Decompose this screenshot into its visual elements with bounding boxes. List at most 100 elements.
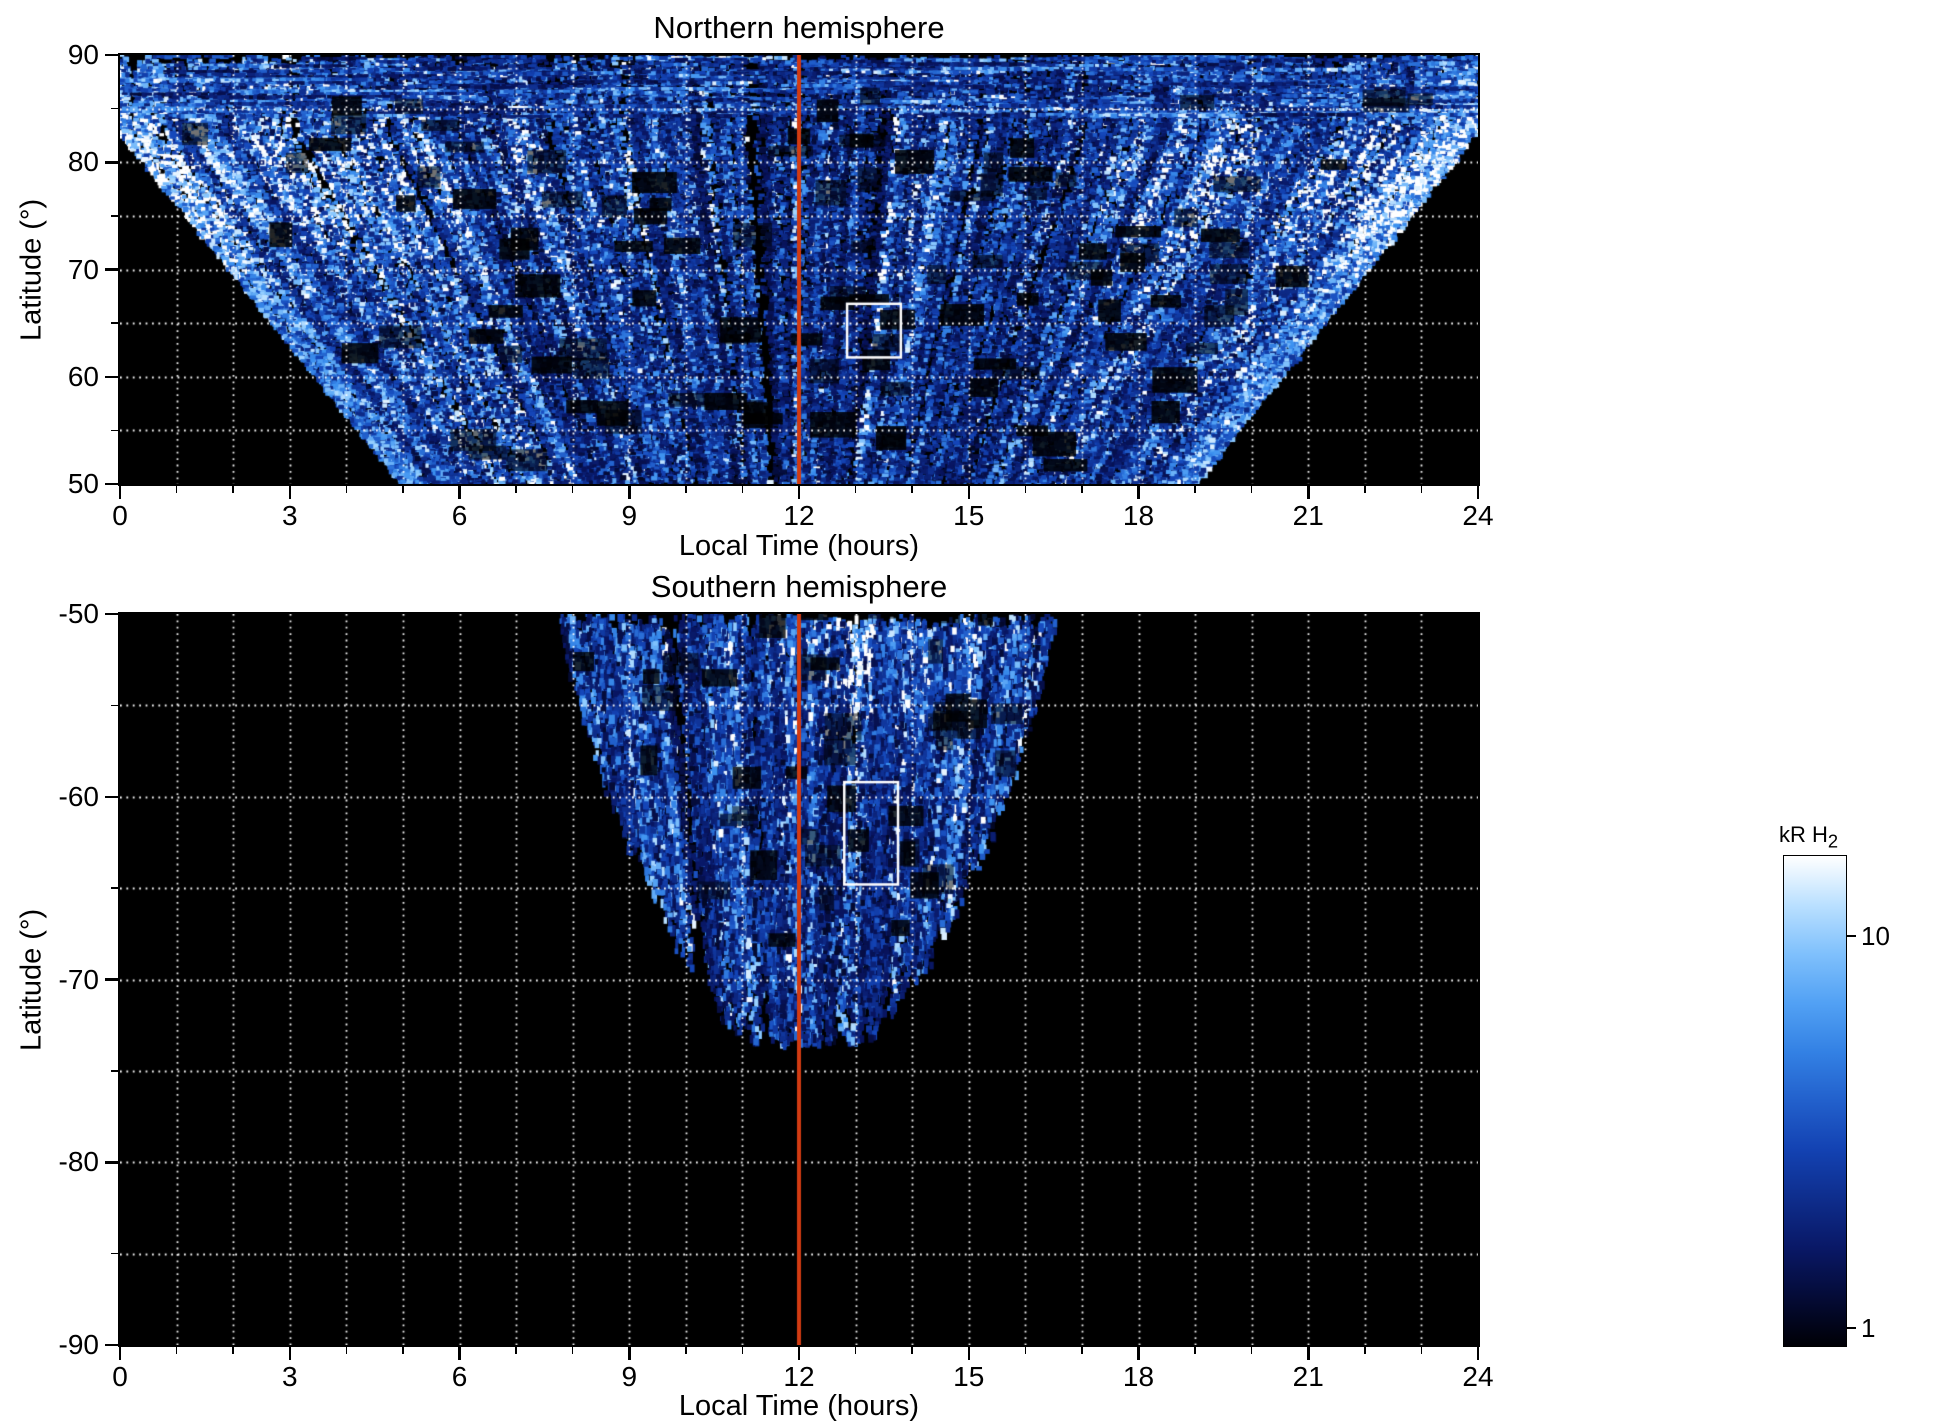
x-minor-tick [571, 1347, 574, 1354]
x-tick-label: 21 [1292, 1361, 1324, 1392]
x-major-tick [1137, 1347, 1140, 1360]
x-minor-tick [1250, 486, 1253, 493]
colorbar-tick-label: 10 [1861, 921, 1890, 952]
x-tick-label: 9 [621, 1361, 638, 1392]
x-minor-tick [175, 486, 178, 493]
colorbar-title: kR H2 [1779, 824, 1838, 851]
north-panel-title: Northern hemisphere [653, 10, 945, 45]
y-tick-label: -50 [58, 598, 99, 629]
y-major-tick [105, 375, 118, 378]
x-tick-label: 3 [281, 500, 298, 531]
x-minor-tick [1081, 486, 1083, 493]
x-minor-tick [854, 486, 857, 493]
x-minor-tick [515, 486, 517, 493]
x-major-tick [628, 486, 631, 499]
x-minor-tick [741, 486, 744, 493]
x-tick-label: 24 [1462, 500, 1494, 531]
x-tick-label: 18 [1122, 1361, 1155, 1392]
x-major-tick [288, 1347, 291, 1360]
x-major-tick [458, 486, 461, 499]
y-minor-tick [111, 887, 118, 889]
x-major-tick [1476, 1347, 1480, 1360]
x-major-tick [797, 486, 801, 499]
x-minor-tick [1364, 1347, 1366, 1354]
x-tick-label: 15 [953, 500, 985, 531]
x-minor-tick [911, 1347, 913, 1354]
y-minor-tick [111, 322, 118, 324]
south-panel-title: Southern hemisphere [650, 569, 948, 604]
x-minor-tick [911, 486, 913, 493]
x-minor-tick [571, 486, 574, 493]
x-minor-tick [402, 486, 404, 493]
y-tick-label: 50 [67, 468, 99, 499]
y-minor-tick [111, 429, 118, 432]
x-tick-label: 24 [1462, 1361, 1494, 1392]
north-xaxis-label: Local Time (hours) [678, 530, 920, 562]
y-major-tick [105, 978, 118, 981]
south-heatmap-canvas [120, 614, 1478, 1345]
x-minor-tick [232, 486, 234, 493]
x-minor-tick [1250, 1347, 1253, 1354]
y-major-tick [105, 612, 118, 616]
y-major-tick [105, 161, 118, 164]
y-tick-label: 90 [67, 39, 99, 70]
x-major-tick [1307, 486, 1310, 499]
x-minor-tick [1024, 1347, 1027, 1354]
x-tick-label: 0 [112, 1361, 128, 1392]
x-major-tick [628, 1347, 631, 1360]
x-minor-tick [741, 1347, 744, 1354]
x-major-tick [458, 1347, 461, 1360]
x-minor-tick [175, 1347, 178, 1354]
x-minor-tick [1194, 486, 1196, 493]
y-tick-label: 70 [67, 253, 99, 285]
y-minor-tick [111, 107, 118, 110]
y-major-tick [105, 268, 118, 271]
x-tick-label: 12 [783, 1361, 815, 1392]
colorbar-tick-label: 1 [1861, 1313, 1876, 1344]
x-minor-tick [685, 1347, 687, 1354]
y-minor-tick [111, 704, 118, 707]
x-major-tick [1307, 1347, 1310, 1360]
x-tick-label: 18 [1122, 500, 1155, 531]
y-tick-label: -60 [58, 780, 99, 812]
x-minor-tick [1420, 486, 1423, 493]
x-major-tick [1476, 486, 1480, 499]
y-tick-label: -80 [58, 1146, 99, 1178]
y-minor-tick [111, 1070, 118, 1072]
y-major-tick [105, 53, 118, 57]
colorbar-title-sub: 2 [1827, 830, 1839, 852]
x-tick-label: 0 [112, 500, 128, 531]
y-major-tick [105, 1161, 118, 1164]
x-tick-label: 21 [1292, 500, 1324, 531]
colorbar [1783, 855, 1847, 1347]
x-major-tick [967, 486, 970, 499]
x-tick-label: 6 [451, 1361, 468, 1392]
south-xaxis-label: Local Time (hours) [678, 1390, 920, 1422]
x-minor-tick [1024, 486, 1027, 493]
south-heatmap-panel [118, 612, 1480, 1347]
y-tick-label: 80 [67, 146, 99, 178]
x-tick-label: 15 [953, 1361, 985, 1392]
y-major-tick [105, 1343, 118, 1347]
y-tick-label: -70 [58, 963, 99, 995]
x-minor-tick [402, 1347, 404, 1354]
y-minor-tick [111, 215, 118, 217]
x-minor-tick [1364, 486, 1366, 493]
north-heatmap-panel [118, 53, 1480, 486]
y-tick-label: -90 [58, 1329, 99, 1360]
y-major-tick [105, 795, 118, 798]
colorbar-tick [1847, 1327, 1856, 1330]
x-minor-tick [685, 486, 687, 493]
x-tick-label: 6 [451, 500, 468, 531]
x-major-tick [1137, 486, 1140, 499]
colorbar-tick [1847, 935, 1856, 938]
north-yaxis-label: Latitude (°) [15, 198, 48, 341]
south-yaxis-label: Latitude (°) [15, 908, 48, 1051]
y-minor-tick [111, 1252, 118, 1255]
x-minor-tick [1081, 1347, 1083, 1354]
x-minor-tick [1420, 1347, 1423, 1354]
x-tick-label: 9 [621, 500, 638, 531]
x-tick-label: 12 [783, 500, 815, 531]
x-minor-tick [345, 1347, 348, 1354]
